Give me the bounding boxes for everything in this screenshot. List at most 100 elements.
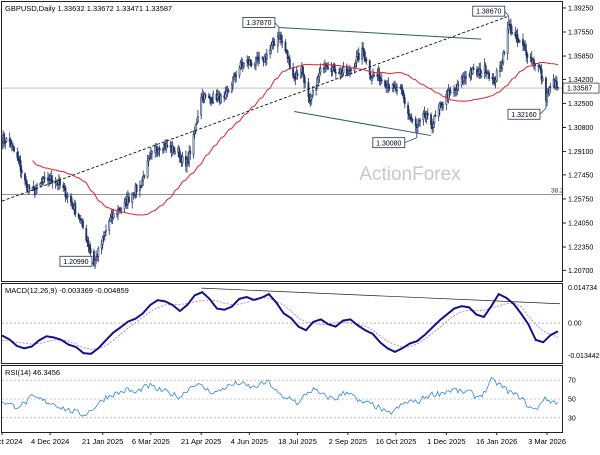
candle-body (20, 169, 23, 174)
candle-body (514, 32, 517, 37)
x-tick-label: 1 Dec 2025 (427, 437, 465, 446)
candle-body (410, 116, 413, 120)
candle-body (48, 179, 50, 181)
candle-body (3, 134, 6, 142)
candle-body (225, 90, 228, 95)
candle-body (371, 77, 373, 81)
candle-body (203, 93, 206, 101)
channel-upper-line (278, 26, 482, 40)
price-tick-label: 1.24050 (568, 220, 593, 227)
candle-body (62, 184, 65, 188)
candle-body (294, 77, 297, 80)
macd-signal-line (2, 297, 559, 350)
candle-body (276, 36, 279, 47)
candle-body (28, 185, 31, 190)
candle-body (24, 173, 26, 181)
candle-body (299, 71, 302, 78)
price-tick-label: 1.25750 (568, 196, 593, 203)
candle-body (77, 214, 80, 218)
candle-body (403, 97, 406, 105)
price-annotation-leader (504, 10, 510, 17)
candle-body (101, 236, 104, 245)
candle-body (499, 65, 501, 72)
candle-body (181, 156, 184, 164)
candle-body (501, 62, 504, 70)
candle-body (148, 155, 151, 159)
candle-body (270, 44, 273, 51)
candle-body (511, 31, 513, 34)
candle-body (4, 142, 7, 144)
candle-body (280, 34, 282, 40)
candle-body (326, 64, 328, 67)
price-annotation-leader (91, 261, 95, 267)
candle-body (16, 152, 19, 158)
candle-body (234, 73, 237, 77)
candle-body (249, 59, 252, 64)
candle-body (315, 88, 318, 91)
candle-body (539, 67, 542, 71)
moving-average-line (32, 61, 559, 216)
candle-body (194, 124, 197, 132)
candle-body (438, 103, 441, 110)
candle-body (238, 67, 241, 76)
candle-body (9, 139, 12, 146)
candle-body (419, 119, 421, 123)
candle-body (449, 91, 452, 93)
candle-body (286, 50, 289, 59)
candle-body (192, 134, 195, 156)
candle-body (362, 47, 365, 52)
last-price-label: 1.33587 (567, 86, 592, 93)
candle-body (25, 179, 27, 184)
candle-body (151, 151, 153, 154)
candle-body (525, 49, 528, 56)
price-annotation-label: 1.32160 (511, 112, 536, 119)
candle-body (350, 68, 353, 71)
candle-body (423, 113, 426, 118)
price-tick-label: 1.30800 (568, 125, 593, 132)
candle-body (212, 93, 215, 103)
candle-body (82, 220, 84, 228)
candle-body (133, 194, 136, 197)
candle-body (453, 89, 455, 94)
candle-body (59, 178, 61, 186)
candle-body (174, 151, 176, 154)
candle-body (135, 184, 138, 193)
x-tick-label: 21 Apr 2025 (181, 437, 221, 446)
candle-body (13, 147, 15, 152)
candle-body (495, 70, 498, 82)
price-annotation-label: 1.20990 (63, 259, 88, 266)
candle-body (105, 230, 107, 232)
candle-body (109, 217, 112, 221)
candle-body (42, 178, 45, 183)
candle-body (433, 115, 436, 124)
candle-body (380, 79, 383, 82)
price-tick-label: 1.32500 (568, 101, 593, 108)
candle-body (200, 97, 203, 116)
candle-body (400, 87, 403, 90)
candle-body (502, 52, 505, 63)
candle-body (408, 113, 411, 117)
macd-tick-label: -0.013442 (568, 353, 600, 360)
candle-body (50, 175, 53, 182)
candle-body (479, 68, 482, 76)
candle-body (269, 48, 272, 55)
candle-body (392, 84, 395, 88)
candle-body (97, 247, 100, 257)
candle-body (364, 57, 367, 61)
candle-body (345, 65, 348, 75)
candle-body (96, 256, 99, 258)
price-annotation-leader (539, 108, 547, 115)
candle-body (510, 23, 512, 34)
price-series-layer (1, 15, 559, 270)
candle-body (465, 76, 467, 79)
candle-body (155, 146, 158, 151)
macd-line (1, 291, 559, 355)
candle-body (548, 87, 551, 95)
candle-body (55, 181, 58, 185)
candle-body (507, 24, 510, 30)
candle-body (471, 67, 474, 75)
watermark-layer: ActionForex (359, 164, 461, 185)
candle-body (250, 62, 253, 66)
candle-body (302, 66, 304, 75)
